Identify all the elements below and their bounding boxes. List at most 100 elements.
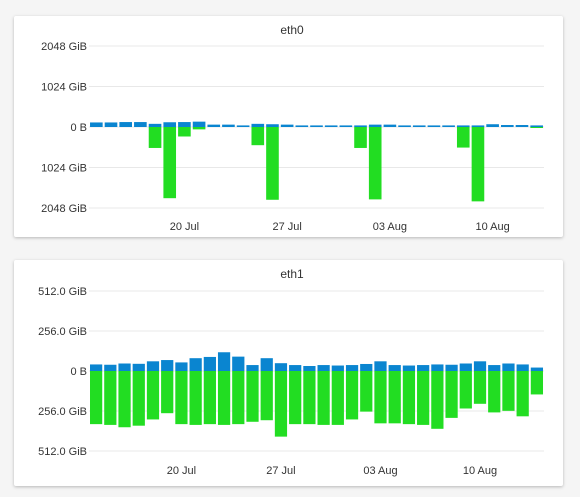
received-bar	[317, 365, 330, 371]
x-tick-label: 03 Aug	[373, 221, 407, 233]
received-bar	[398, 125, 411, 127]
y-tick-label: 1024 GiB	[41, 163, 87, 175]
transmitted-bar	[232, 371, 245, 425]
received-bar	[251, 123, 265, 127]
transmitted-bar	[90, 371, 103, 425]
received-bar	[388, 365, 401, 371]
transmitted-bar	[402, 371, 416, 425]
received-bar	[303, 366, 316, 371]
received-bar	[175, 362, 188, 371]
transmitted-bar	[289, 371, 302, 425]
received-bar	[236, 125, 250, 127]
received-bar	[360, 363, 373, 371]
received-bar	[417, 365, 430, 371]
transmitted-bar	[530, 127, 543, 128]
received-bar	[90, 364, 103, 371]
transmitted-bar	[331, 371, 344, 425]
transmitted-bar	[388, 371, 401, 424]
received-bar	[530, 367, 544, 371]
transmitted-bar	[189, 371, 202, 425]
eth1-chart-panel: eth1 512.0 GiB 256.0 GiB 0 B 256.0 GiB 512.0…	[14, 260, 563, 486]
y-tick-label: 2048 GiB	[41, 41, 87, 53]
transmitted-bar	[456, 127, 470, 148]
received-bar	[456, 125, 470, 127]
transmitted-bar	[360, 371, 373, 412]
received-bar	[104, 122, 118, 127]
received-bar	[431, 364, 444, 371]
received-bar	[260, 358, 273, 371]
received-bar	[374, 361, 387, 371]
transmitted-bar	[530, 371, 544, 395]
transmitted-bar	[217, 371, 231, 425]
received-bar	[266, 124, 279, 127]
transmitted-bar	[246, 371, 259, 422]
transmitted-bar	[260, 371, 273, 421]
received-bar	[516, 364, 529, 371]
transmitted-bar	[471, 127, 485, 202]
transmitted-bar	[431, 371, 444, 429]
transmitted-bar	[118, 371, 131, 428]
received-bar	[161, 360, 174, 371]
y-tick-label: 2048 GiB	[41, 203, 87, 215]
transmitted-bar	[178, 127, 191, 137]
y-tick-label: 0 B	[70, 122, 87, 134]
received-bar	[515, 125, 529, 127]
received-bar	[471, 125, 485, 127]
received-bar	[132, 363, 145, 371]
transmitted-bar	[473, 371, 487, 404]
received-bar	[402, 365, 416, 371]
transmitted-bar	[417, 371, 430, 425]
transmitted-bar	[161, 371, 174, 414]
received-bar	[189, 358, 202, 371]
received-bar	[289, 365, 302, 371]
transmitted-bar	[274, 371, 288, 437]
received-bar	[488, 365, 501, 371]
y-tick-label: 1024 GiB	[41, 82, 87, 94]
received-bar	[295, 125, 309, 127]
received-bar	[134, 122, 147, 127]
received-bar	[324, 125, 338, 127]
received-bar	[163, 122, 177, 127]
transmitted-bar	[104, 371, 117, 425]
received-bar	[339, 125, 353, 127]
transmitted-bar	[203, 371, 216, 425]
received-bar	[178, 122, 191, 127]
received-bar	[331, 365, 344, 371]
received-bar	[192, 121, 206, 127]
received-bar	[222, 124, 235, 127]
received-bar	[473, 361, 487, 371]
received-bar	[445, 364, 458, 371]
received-bar	[368, 124, 382, 127]
received-bar	[217, 352, 231, 371]
received-bar	[459, 363, 472, 371]
transmitted-bar	[163, 127, 177, 199]
transmitted-bar	[354, 127, 367, 148]
y-tick-label: 512.0 GiB	[38, 286, 87, 298]
eth0-chart-panel: eth0 2048 GiB 1024 GiB 0 B 1024 GiB 2048 GiB…	[14, 16, 563, 237]
transmitted-bar	[345, 371, 359, 420]
x-tick-label: 10 Aug	[463, 465, 497, 477]
transmitted-bar	[132, 371, 145, 426]
x-tick-label: 03 Aug	[363, 465, 397, 477]
transmitted-bar	[251, 127, 265, 146]
received-bar	[530, 125, 543, 127]
transmitted-bar	[146, 371, 160, 420]
received-bar	[146, 361, 160, 371]
transmitted-bar	[148, 127, 162, 148]
received-bar	[383, 124, 397, 127]
transmitted-bar	[445, 371, 458, 418]
eth1-chart-title: eth1	[280, 267, 304, 281]
received-bar	[118, 363, 131, 371]
received-bar	[148, 123, 162, 127]
received-bar	[427, 125, 441, 127]
received-bar	[90, 122, 103, 127]
transmitted-bar	[516, 371, 529, 417]
received-bar	[345, 365, 359, 371]
transmitted-bar	[303, 371, 316, 425]
received-bar	[104, 364, 117, 371]
received-bar	[354, 125, 367, 127]
transmitted-bar	[488, 371, 501, 413]
transmitted-bar	[374, 371, 387, 424]
transmitted-bar	[266, 127, 279, 200]
received-bar	[310, 125, 323, 127]
